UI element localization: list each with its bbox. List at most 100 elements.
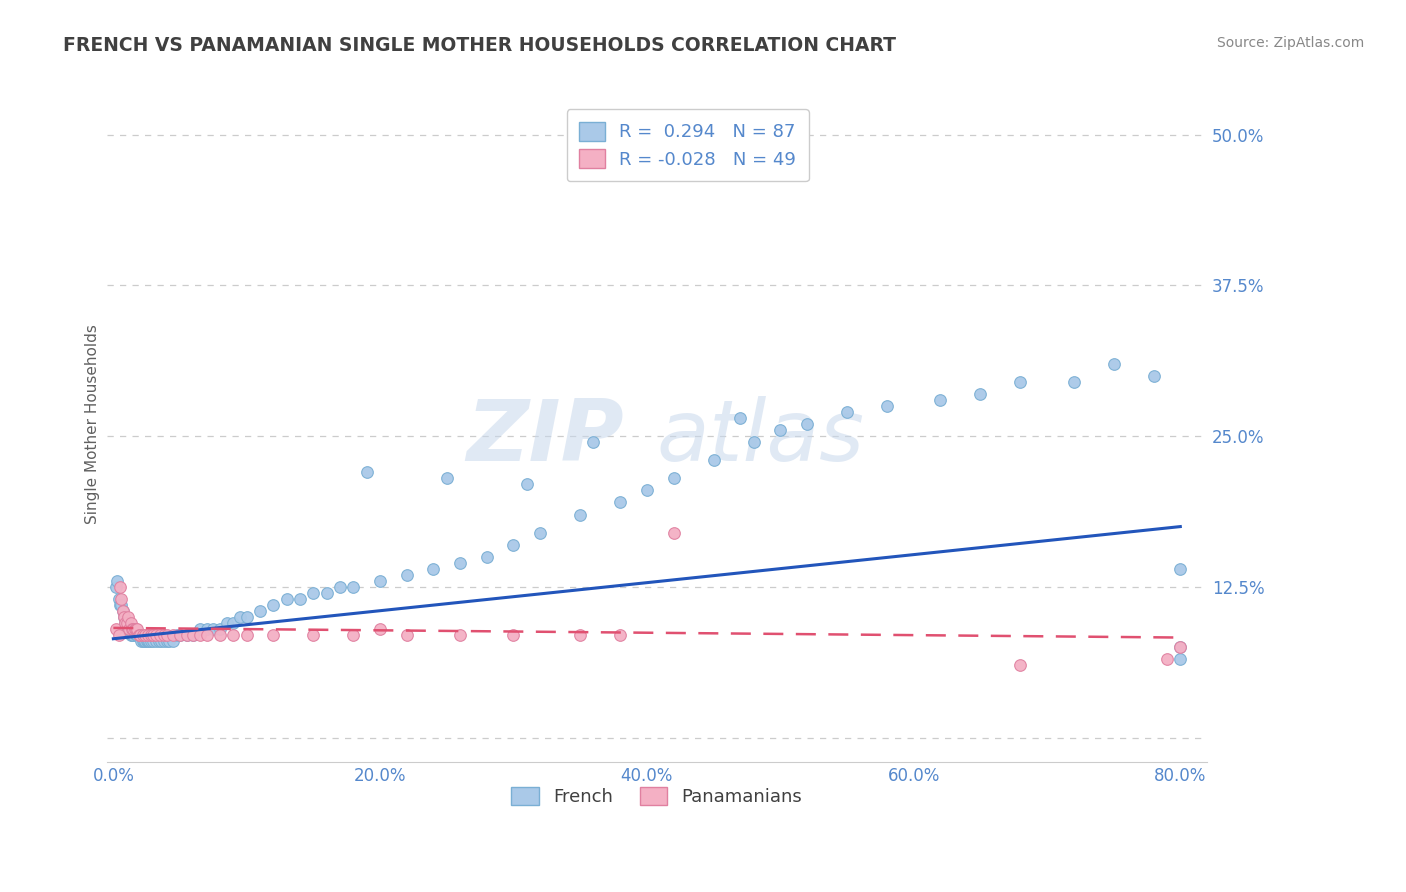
Point [115,622,138,636]
Point [395,567,418,582]
Point [742,435,765,450]
Point [131,634,153,648]
Point [131,628,153,642]
Point [395,628,418,642]
Point [502,628,524,642]
Point [107,591,129,606]
Point [342,628,364,642]
Point [150,634,173,648]
Point [368,574,391,588]
Point [183,628,205,642]
Point [162,634,184,648]
Point [969,387,991,401]
Point [262,628,284,642]
Text: ZIP: ZIP [467,396,624,479]
Point [131,634,153,648]
Point [108,580,131,594]
Point [516,477,538,491]
Point [188,628,211,642]
Point [153,634,176,648]
Point [169,628,191,642]
Point [262,598,284,612]
Point [1063,375,1085,389]
Point [115,616,138,631]
Point [149,628,172,642]
Y-axis label: Single Mother Households: Single Mother Households [86,324,100,524]
Legend: French, Panamanians: French, Panamanians [505,780,810,814]
Point [129,628,152,642]
Point [105,574,128,588]
Text: FRENCH VS PANAMANIAN SINGLE MOTHER HOUSEHOLDS CORRELATION CHART: FRENCH VS PANAMANIAN SINGLE MOTHER HOUSE… [63,36,896,54]
Point [117,622,139,636]
Point [929,392,952,407]
Point [609,628,631,642]
Point [422,562,444,576]
Point [235,628,257,642]
Point [249,604,271,618]
Point [449,556,471,570]
Point [118,622,141,636]
Point [702,453,724,467]
Point [769,423,792,437]
Text: Source: ZipAtlas.com: Source: ZipAtlas.com [1216,36,1364,50]
Point [135,634,157,648]
Point [202,622,225,636]
Point [1010,375,1032,389]
Point [136,628,159,642]
Point [128,628,150,642]
Point [1168,640,1191,655]
Point [112,610,135,624]
Point [183,628,205,642]
Point [288,591,311,606]
Point [118,622,141,636]
Point [1143,368,1166,383]
Point [105,622,128,636]
Point [1156,652,1178,666]
Point [609,495,631,509]
Point [569,508,592,522]
Point [145,628,167,642]
Point [105,580,128,594]
Point [127,628,149,642]
Point [188,622,211,636]
Point [122,622,145,636]
Point [122,628,145,642]
Point [156,628,179,642]
Point [132,634,155,648]
Point [475,549,498,564]
Point [1102,357,1125,371]
Point [111,604,134,618]
Point [222,616,245,631]
Point [176,628,198,642]
Point [142,628,165,642]
Point [114,616,136,631]
Point [110,591,132,606]
Point [156,634,179,648]
Point [662,525,685,540]
Point [209,622,232,636]
Point [368,622,391,636]
Point [157,634,180,648]
Point [529,525,551,540]
Point [166,628,188,642]
Point [145,634,167,648]
Point [176,628,198,642]
Point [1168,562,1191,576]
Point [1010,658,1032,673]
Point [728,411,751,425]
Point [111,604,134,618]
Point [128,628,150,642]
Point [107,628,129,642]
Point [302,628,325,642]
Point [302,586,325,600]
Point [112,610,135,624]
Point [215,616,238,631]
Point [569,628,592,642]
Point [1168,640,1191,655]
Point [209,628,232,642]
Point [662,471,685,485]
Point [120,616,142,631]
Point [153,628,176,642]
Point [636,483,658,498]
Point [114,616,136,631]
